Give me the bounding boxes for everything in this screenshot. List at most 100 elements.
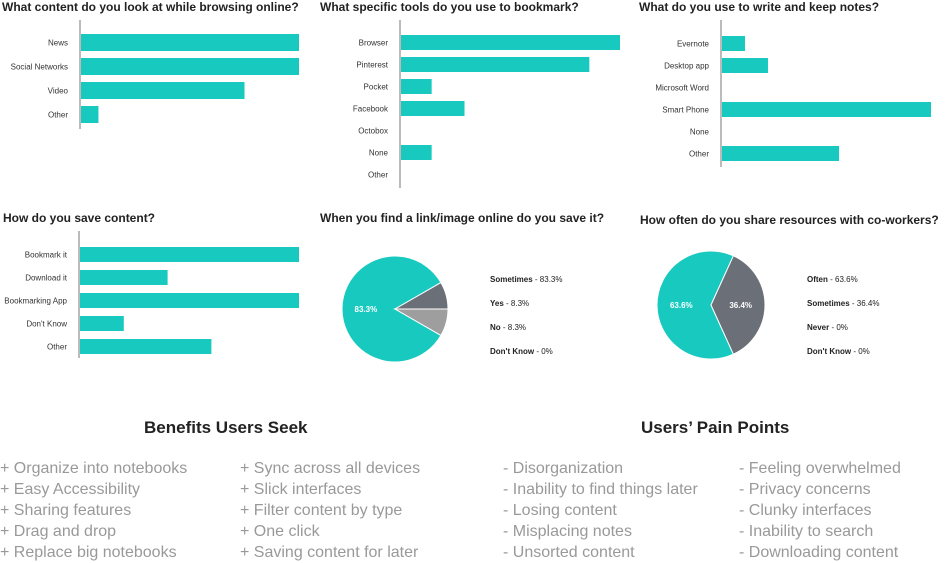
bars: News Social Networks Video Other (11, 34, 299, 123)
legend-label: Sometimes (490, 275, 533, 284)
legend-entry: Never - 0% (807, 323, 848, 332)
chart-browsing: What content do you look at while browsi… (0, 0, 310, 140)
tick-label: Video (48, 87, 69, 96)
pain-points-list-right: - Feeling overwhelmed - Privacy concerns… (739, 458, 901, 563)
chart-title: How often do you share resources with co… (640, 213, 939, 227)
legend-entry: Sometimes - 83.3% (490, 275, 562, 284)
bar-chart-notes: Evernote Desktop app Microsoft Word Smart P… (655, 20, 931, 167)
bar (401, 101, 465, 116)
tick-label: Pocket (364, 83, 389, 92)
bar (80, 270, 168, 285)
pain-points-heading: Users’ Pain Points (641, 418, 790, 437)
benefits-list-right: + Sync across all devices + Slick interf… (240, 458, 420, 563)
chart-title: What specific tools do you use to bookma… (320, 0, 579, 14)
tick-label: Smart Phone (662, 106, 709, 115)
chart-title: What content do you look at while browsi… (2, 0, 299, 14)
pain-point-item: - Losing content (503, 502, 617, 519)
tick-label: Social Networks (11, 63, 68, 72)
chart-share-resources: How often do you share resources with co… (638, 211, 948, 361)
pie-slice (710, 255, 766, 355)
bar (81, 82, 245, 99)
tick-label: Facebook (353, 105, 389, 114)
chart-bookmark-tools: What specific tools do you use to bookma… (318, 0, 628, 190)
benefit-item: + Replace big notebooks (0, 544, 177, 561)
bar (722, 58, 768, 73)
legend-label: Often (807, 275, 828, 284)
tick-label: Download it (25, 274, 68, 283)
pain-point-item: - Inability to search (739, 523, 874, 540)
tick-label: Desktop app (664, 62, 709, 71)
pie-chart-save-link: 83.3% Sometimes - 83.3% Yes - 8.3% No - 8.3… (341, 255, 562, 363)
bar (722, 146, 840, 161)
bar-chart-browsing: News Social Networks Video Other (11, 20, 299, 129)
chart-save-link: When you find a link/image online do you… (318, 211, 618, 363)
benefit-item: + Sharing features (0, 502, 132, 519)
bar (722, 102, 931, 117)
legend-entry: Sometimes - 36.4% (807, 299, 879, 308)
pain-point-item: - Misplacing notes (503, 523, 632, 540)
benefit-item: + One click (240, 523, 320, 540)
legend-entry: Don't Know - 0% (807, 347, 870, 356)
benefit-item: + Saving content for later (240, 544, 419, 561)
legend-value: - 0% (829, 323, 848, 332)
tick-label: Other (689, 150, 709, 159)
bar (80, 316, 124, 331)
pain-point-item: - Disorganization (503, 460, 624, 477)
slices (656, 250, 766, 360)
tick-label: None (369, 149, 389, 158)
bar (722, 36, 745, 51)
slices (341, 255, 449, 363)
legend-value: - 0% (851, 347, 870, 356)
pie-chart-share-resources: 63.6% 36.4% Often - 63.6% Sometimes - 36.4%… (656, 250, 879, 360)
slice-data-label: 83.3% (355, 305, 378, 314)
bar (80, 339, 212, 354)
benefit-item: + Slick interfaces (240, 481, 362, 498)
legend-label: Don't Know (490, 347, 535, 356)
pie-slice (341, 255, 442, 363)
legend-entry: Yes - 8.3% (490, 299, 529, 308)
legend-value: - 83.3% (533, 275, 563, 284)
benefits-heading: Benefits Users Seek (144, 418, 308, 437)
legend-value: - 8.3% (504, 299, 529, 308)
pie-slice (393, 308, 449, 337)
chart-title: When you find a link/image online do you… (320, 211, 605, 225)
legend-label: No (490, 323, 501, 332)
bars: Bookmark it Download it Bookmarking App Don… (4, 247, 299, 354)
pain-point-item: - Inability to find things later (503, 481, 698, 498)
legend-label: Sometimes (807, 299, 850, 308)
bar (81, 58, 299, 75)
pain-point-item: - Unsorted content (503, 544, 635, 561)
benefit-item: + Sync across all devices (240, 460, 421, 477)
bars: Browser Pinterest Pocket Facebook Octobox Non… (353, 35, 620, 180)
legend-value: - 0% (534, 347, 553, 356)
legend-value: - 36.4% (850, 299, 880, 308)
bar (80, 247, 299, 262)
pain-point-item: - Privacy concerns (739, 481, 871, 498)
legend-entry: Don't Know - 0% (490, 347, 553, 356)
bar (401, 57, 590, 72)
chart-save-content: How do you save content? Bookmark it Down… (0, 211, 310, 366)
bar (81, 34, 299, 51)
tick-label: Other (47, 343, 67, 352)
benefit-item: + Organize into notebooks (0, 460, 188, 477)
slice-data-label: 63.6% (670, 301, 693, 310)
chart-title: How do you save content? (3, 211, 156, 225)
bar (81, 106, 99, 123)
legend: Often - 63.6% Sometimes - 36.4% Never - 0%… (807, 275, 879, 356)
pie-slice (656, 250, 735, 360)
benefit-item: + Easy Accessibility (0, 481, 141, 498)
tick-label: Other (48, 111, 68, 120)
pain-point-item: - Feeling overwhelmed (739, 460, 901, 477)
pain-point-item: - Downloading content (739, 544, 899, 561)
tick-label: Microsoft Word (655, 84, 709, 93)
tick-label: Evernote (677, 40, 710, 49)
legend-label: Don't Know (807, 347, 852, 356)
chart-title: What do you use to write and keep notes? (639, 0, 880, 14)
bar (401, 79, 432, 94)
legend-entry: Often - 63.6% (807, 275, 858, 284)
bar (401, 145, 432, 160)
tick-label: Browser (359, 39, 389, 48)
bars: Evernote Desktop app Microsoft Word Smart P… (655, 36, 931, 161)
pain-point-item: - Clunky interfaces (739, 502, 872, 519)
tick-label: Don't Know (26, 320, 67, 329)
